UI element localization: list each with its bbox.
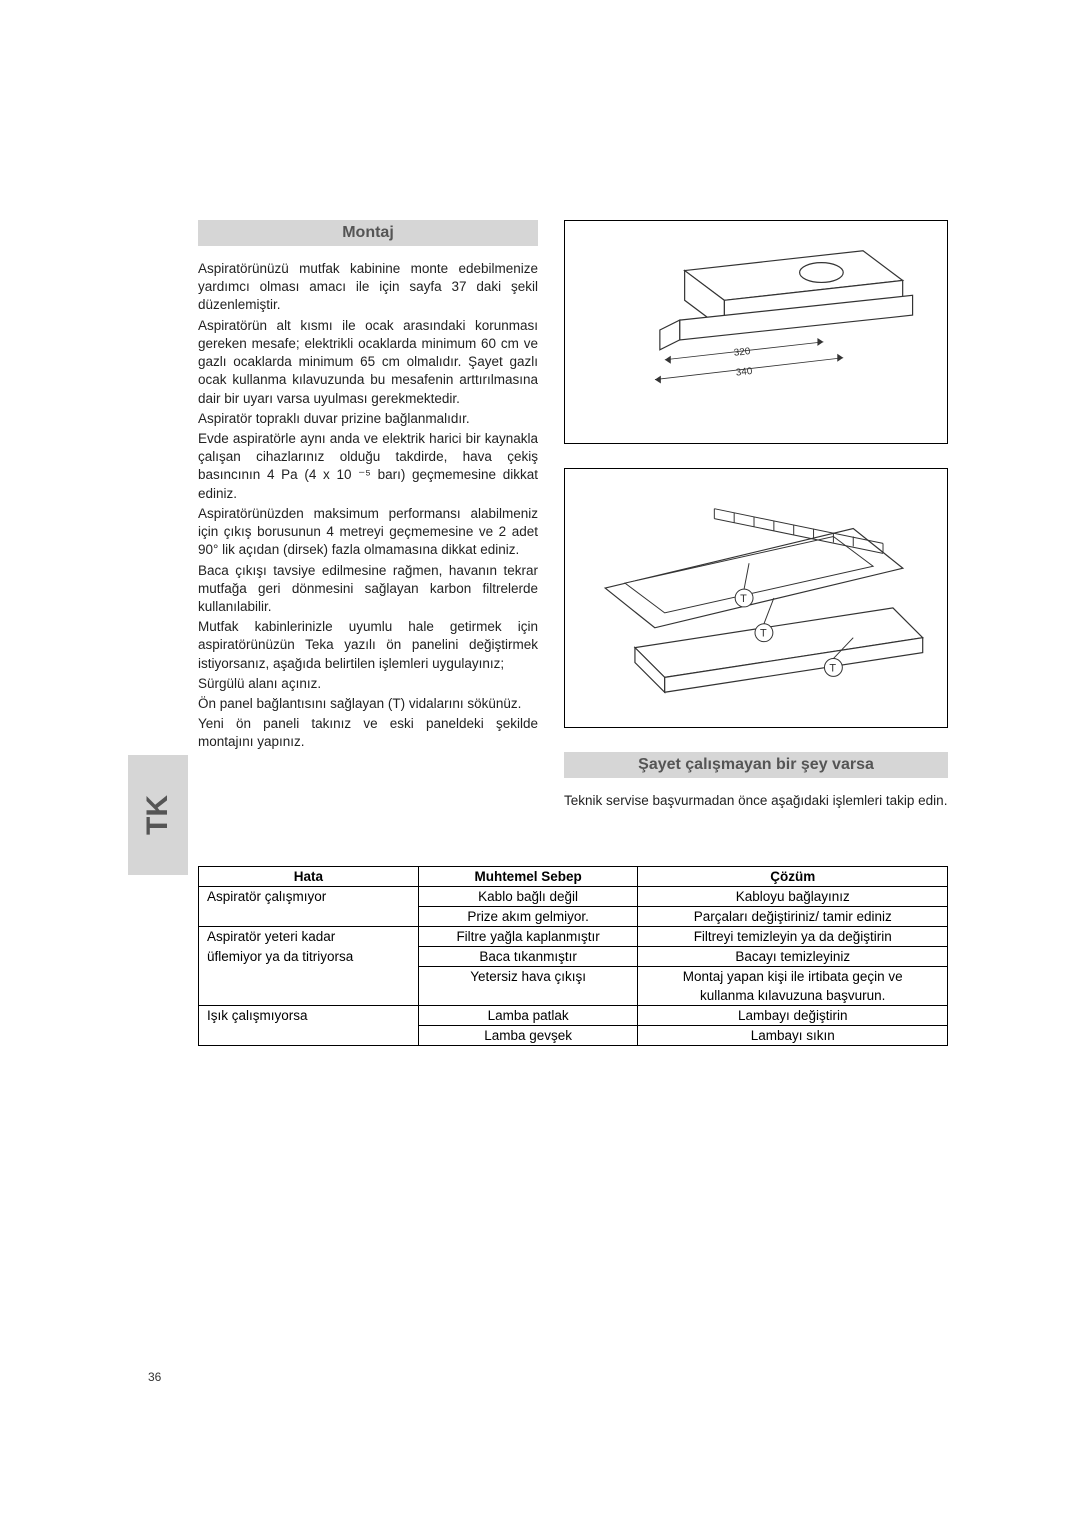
montaj-p9: Ön panel bağlantısını sağlayan (T) vidal…	[198, 695, 538, 713]
troubleshooting-table: Hata Muhtemel Sebep Çözüm Aspiratör çalı…	[198, 866, 948, 1046]
montaj-p7: Mutfak kabinlerinizle uyumlu hale getirm…	[198, 618, 538, 673]
g2r1-c3: Filtreyi temizleyin ya da değiştirin	[638, 927, 948, 947]
diagram2-svg: T T T	[565, 469, 947, 727]
g3-c1-cont	[199, 1026, 419, 1046]
g3-c1: Işık çalışmıyorsa	[199, 1006, 419, 1026]
g2r2-c3: Bacayı temizleyiniz	[638, 947, 948, 967]
language-code: TK	[141, 795, 175, 835]
g1-c1: Aspiratör çalışmıyor	[199, 887, 419, 907]
page-number: 36	[148, 1370, 161, 1384]
g3r2-c2: Lamba gevşek	[418, 1026, 638, 1046]
montaj-p5: Aspiratörünüzden maksimum performansı al…	[198, 505, 538, 560]
g1-c1-cont	[199, 907, 419, 927]
screw-label-1: T	[740, 593, 747, 605]
g2-c1-l1: Aspiratör yeteri kadar	[199, 927, 419, 947]
g3r1-c3: Lambayı değiştirin	[638, 1006, 948, 1026]
th-hata: Hata	[199, 867, 419, 887]
montaj-p10: Yeni ön paneli takınız ve eski paneldeki…	[198, 715, 538, 751]
diagram1-svg: 320 340	[565, 221, 947, 443]
montaj-p3: Aspiratör topraklı duvar prizine bağlanm…	[198, 410, 538, 428]
g3r2-c3: Lambayı sıkın	[638, 1026, 948, 1046]
g2r3-c2-cont	[418, 986, 638, 1006]
montaj-p2: Aspiratörün alt kısmı ile ocak arasındak…	[198, 317, 538, 408]
montaj-p4: Evde aspiratörle aynı anda ve elektrik h…	[198, 430, 538, 503]
g1r2-c2: Prize akım gelmiyor.	[418, 907, 638, 927]
g2-c1-cont	[199, 967, 419, 987]
heading-troubleshooting: Şayet çalışmayan bir şey varsa	[564, 752, 948, 778]
g2r1-c2: Filtre yağla kaplanmıştır	[418, 927, 638, 947]
th-sebep: Muhtemel Sebep	[418, 867, 638, 887]
language-tab: TK	[128, 755, 188, 875]
page-content: Montaj Aspiratörünüzü mutfak kabinine mo…	[198, 220, 948, 1046]
montaj-p1: Aspiratörünüzü mutfak kabinine monte ede…	[198, 260, 538, 315]
montaj-body: Aspiratörünüzü mutfak kabinine monte ede…	[198, 260, 538, 752]
diagram-mounting-dimensions: 320 340	[564, 220, 948, 444]
g1r2-c3: Parçaları değiştiriniz/ tamir ediniz	[638, 907, 948, 927]
g2r2-c2: Baca tıkanmıştır	[418, 947, 638, 967]
troubleshooting-intro: Teknik servise başvurmadan önce aşağıdak…	[564, 792, 948, 810]
dim-340: 340	[735, 366, 753, 379]
right-column: 320 340	[564, 220, 948, 810]
left-column: Montaj Aspiratörünüzü mutfak kabinine mo…	[198, 220, 538, 810]
g2r3-c2: Yetersiz hava çıkışı	[418, 967, 638, 987]
dim-320: 320	[733, 346, 751, 359]
montaj-p6: Baca çıkışı tavsiye edilmesine rağmen, h…	[198, 562, 538, 617]
g3r1-c2: Lamba patlak	[418, 1006, 638, 1026]
g2r3-c3-l1: Montaj yapan kişi ile irtibata geçin ve	[638, 967, 948, 987]
g1r1-c2: Kablo bağlı değil	[418, 887, 638, 907]
screw-label-2: T	[760, 628, 767, 640]
th-cozum: Çözüm	[638, 867, 948, 887]
screw-label-3: T	[829, 662, 836, 674]
montaj-p8: Sürgülü alanı açınız.	[198, 675, 538, 693]
g2-c1-l2: üflemiyor ya da titriyorsa	[199, 947, 419, 967]
g2r3-c3-l2: kullanma kılavuzuna başvurun.	[638, 986, 948, 1006]
g1r1-c3: Kabloyu bağlayınız	[638, 887, 948, 907]
heading-montaj: Montaj	[198, 220, 538, 246]
diagram-panel-screws: T T T	[564, 468, 948, 728]
g2-c1-cont2	[199, 986, 419, 1006]
